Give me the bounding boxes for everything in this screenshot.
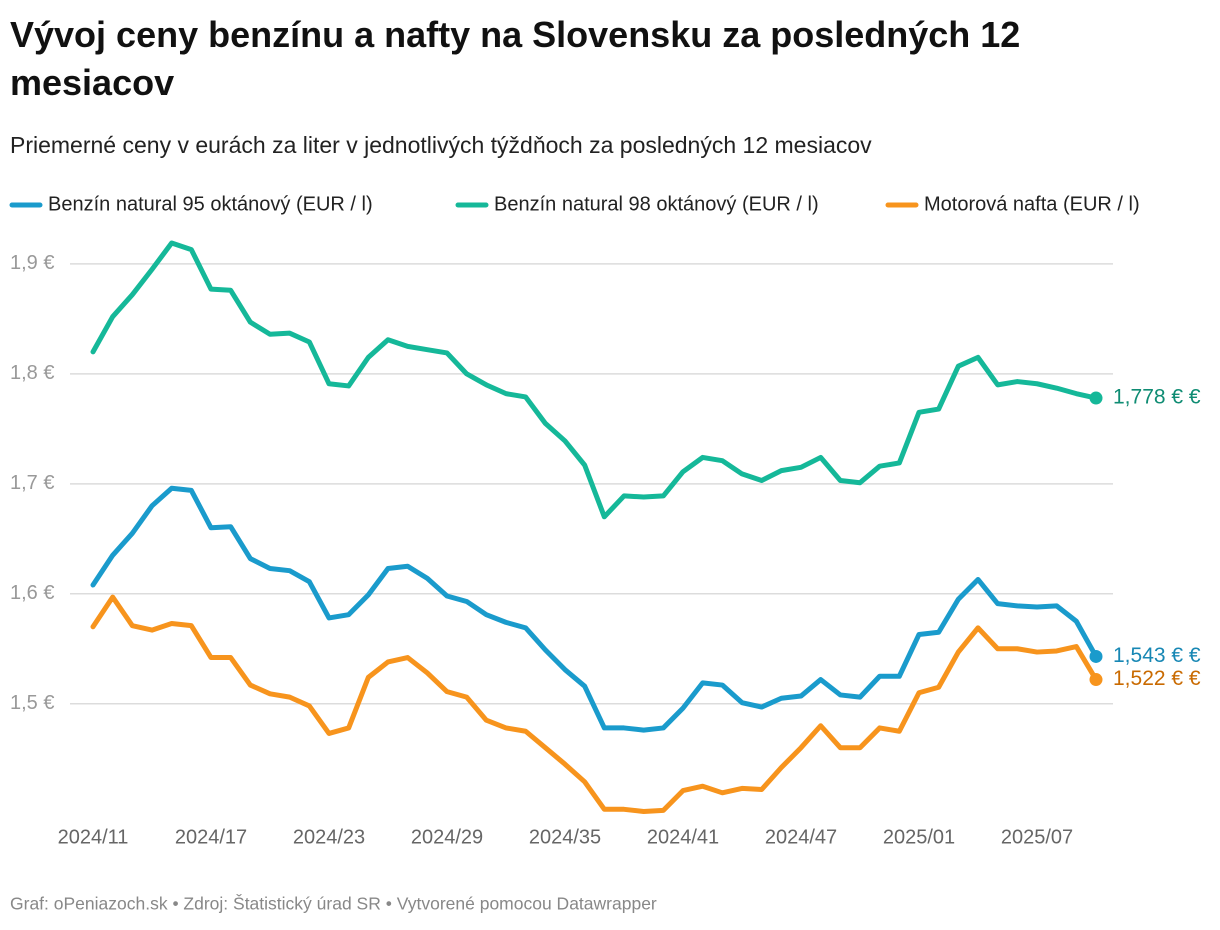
series-line [90, 485, 1099, 733]
legend-label: Benzín natural 95 oktánový (EUR / l) [48, 193, 373, 215]
x-tick-label: 2024/23 [293, 826, 365, 848]
end-point [1089, 649, 1103, 663]
x-tick-label: 2024/41 [647, 826, 719, 848]
end-label: 1,543 € € [1113, 644, 1201, 667]
series-line [90, 240, 1099, 520]
x-tick-label: 2024/11 [58, 826, 129, 848]
x-tick-label: 2024/47 [765, 826, 837, 848]
end-point [1089, 391, 1103, 405]
y-tick-label: 1,6 € [10, 582, 54, 604]
y-tick-label: 1,5 € [10, 692, 54, 714]
legend-label: Benzín natural 98 oktánový (EUR / l) [494, 193, 819, 215]
footer: Graf: oPeniazoch.sk • Zdroj: Štatistický… [10, 893, 657, 914]
x-tick-label: 2025/01 [883, 826, 955, 848]
end-point [1089, 673, 1103, 687]
x-tick-label: 2024/17 [175, 826, 247, 848]
end-label: 1,778 € € [1113, 386, 1201, 409]
x-tick-label: 2024/35 [529, 826, 601, 848]
chart-title: Vývoj ceny benzínu a nafty na Slovensku … [10, 14, 1020, 103]
legend-label: Motorová nafta (EUR / l) [924, 193, 1140, 215]
chart-subtitle: Priemerné ceny v eurách za liter v jedno… [10, 132, 872, 158]
y-tick-label: 1,7 € [10, 472, 54, 494]
end-label: 1,522 € € [1113, 667, 1201, 690]
x-tick-label: 2024/29 [411, 826, 483, 848]
series-line [90, 594, 1099, 814]
y-tick-label: 1,8 € [10, 362, 54, 384]
y-tick-label: 1,9 € [10, 252, 54, 274]
x-tick-label: 2025/07 [1001, 826, 1073, 848]
